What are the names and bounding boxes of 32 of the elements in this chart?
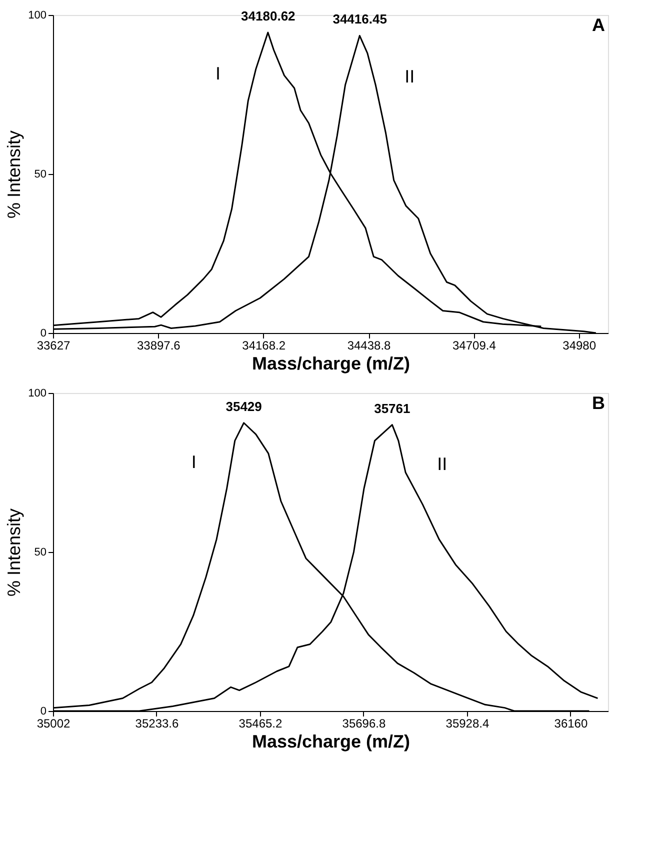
x-tick-label: 35465.2	[238, 716, 282, 730]
x-tick-label: 33897.6	[136, 338, 181, 352]
y-tick-label: 100	[28, 388, 46, 400]
y-tick-label: 0	[40, 706, 46, 718]
x-tick-label: 34168.2	[242, 338, 286, 352]
annotation: 34180.62	[241, 8, 296, 24]
x-tick-label: 35928.4	[446, 716, 490, 730]
series-label: I	[215, 64, 220, 84]
y-tick-label: 50	[34, 168, 46, 180]
chart-title: A	[592, 15, 605, 35]
x-axis-title: Mass/charge (m/Z)	[252, 732, 410, 752]
annotation: 34416.45	[332, 12, 387, 27]
x-tick-label: 34438.8	[347, 338, 392, 352]
x-tick-label: 34980	[562, 338, 596, 352]
x-tick-label: 33627	[36, 338, 71, 352]
y-tick-label: 0	[40, 328, 46, 340]
x-axis-title: Mass/charge (m/Z)	[252, 354, 410, 374]
chart-title: B	[592, 393, 605, 413]
y-axis-title: % Intensity	[4, 130, 24, 219]
x-tick-label: 36160	[554, 716, 588, 730]
annotation: 35429	[226, 398, 262, 414]
x-tick-label: 35002	[36, 716, 71, 730]
y-tick-label: 100	[28, 10, 46, 22]
x-tick-label: 35696.8	[342, 716, 386, 730]
series-label: II	[404, 66, 415, 86]
y-tick-label: 50	[34, 546, 46, 558]
series-label: II	[437, 454, 448, 474]
x-tick-label: 35233.6	[135, 716, 179, 730]
annotation: 35761	[374, 400, 410, 416]
x-tick-label: 34709.4	[452, 338, 496, 352]
series-label: I	[191, 452, 196, 472]
y-axis-title: % Intensity	[4, 508, 24, 597]
